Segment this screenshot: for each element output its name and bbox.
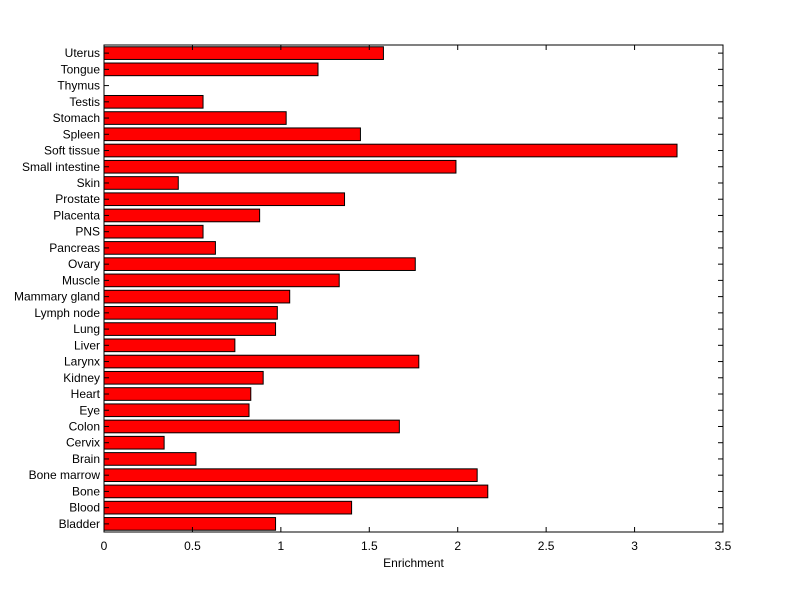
bar-pancreas [103, 241, 216, 255]
bar-prostate [103, 192, 346, 207]
bar-liver [103, 338, 236, 353]
bar-stomach [103, 111, 287, 125]
y-tick-label: Mammary gland [14, 290, 100, 304]
y-tick-label: Testis [69, 95, 100, 109]
y-tick-label: Liver [74, 338, 100, 352]
bar-placenta [103, 208, 261, 223]
y-tick-label: Brain [72, 452, 100, 466]
bar-small-intestine [103, 159, 457, 174]
bar-cervix [103, 435, 165, 450]
y-tick-label: Uterus [65, 46, 100, 60]
bar-kidney [103, 370, 264, 385]
bar-lymph-node [103, 306, 278, 320]
y-tick-label: Lung [73, 322, 100, 336]
y-tick-label: PNS [75, 225, 100, 239]
bar-bone-marrow [103, 468, 478, 483]
plot-frame [103, 44, 724, 533]
y-tick-label: Larynx [64, 355, 100, 369]
bar-bone [103, 484, 489, 499]
bar-mammary-gland [103, 289, 291, 304]
x-tick-label: 1 [278, 539, 285, 553]
y-tick-label: Cervix [66, 436, 100, 450]
bar-heart [103, 387, 252, 401]
labels-layer: Uterus Tongue Thymus Testis Stomach Spleen Sof… [14, 46, 732, 553]
y-tick-label: Small intestine [22, 160, 100, 174]
y-tick-label: Ovary [68, 257, 100, 271]
y-tick-label: Heart [71, 387, 101, 401]
x-tick-label: 3 [631, 539, 638, 553]
y-tick-label: Colon [69, 419, 100, 433]
y-tick-label: Stomach [53, 111, 100, 125]
y-tick-label: Eye [79, 403, 100, 417]
bar-blood [103, 500, 353, 515]
x-tick-label: 0.5 [184, 539, 201, 553]
bar-pns [103, 224, 204, 239]
y-tick-label: Spleen [63, 127, 100, 141]
y-tick-label: Soft tissue [44, 144, 100, 158]
bar-uterus [103, 46, 384, 60]
plot-area [104, 45, 723, 532]
y-tick-label: Tongue [61, 62, 101, 76]
bar-soft-tissue [103, 143, 678, 158]
x-tick-label: 2 [454, 539, 461, 553]
bar-tongue [103, 62, 319, 77]
bar-larynx [103, 354, 420, 369]
y-tick-label: Bone marrow [29, 468, 101, 482]
bar-brain [103, 452, 197, 466]
bar-colon [103, 419, 400, 434]
bar-spleen [103, 127, 361, 142]
bar-eye [103, 403, 250, 418]
y-tick-label: Lymph node [34, 306, 100, 320]
x-tick-label: 1.5 [361, 539, 378, 553]
x-tick-label: 2.5 [538, 539, 555, 553]
y-tick-label: Bone [72, 484, 100, 498]
y-tick-label: Bladder [59, 517, 100, 531]
y-tick-label: Prostate [55, 192, 100, 206]
bar-testis [103, 94, 204, 109]
bar-bladder [103, 517, 277, 531]
ticks-layer [103, 45, 724, 532]
x-axis-label: Enrichment [383, 556, 444, 570]
y-tick-label: Thymus [57, 79, 100, 93]
y-tick-label: Blood [69, 501, 100, 515]
x-tick-label: 3.5 [715, 539, 732, 553]
y-tick-label: Muscle [62, 273, 100, 287]
x-tick-label: 0 [101, 539, 108, 553]
bar-muscle [103, 273, 340, 288]
y-tick-label: Kidney [63, 371, 100, 385]
y-tick-label: Pancreas [49, 241, 100, 255]
bar-skin [103, 176, 179, 190]
y-tick-label: Placenta [53, 208, 100, 222]
bar-lung [103, 322, 277, 336]
bar-ovary [103, 257, 416, 271]
y-tick-label: Skin [77, 176, 100, 190]
